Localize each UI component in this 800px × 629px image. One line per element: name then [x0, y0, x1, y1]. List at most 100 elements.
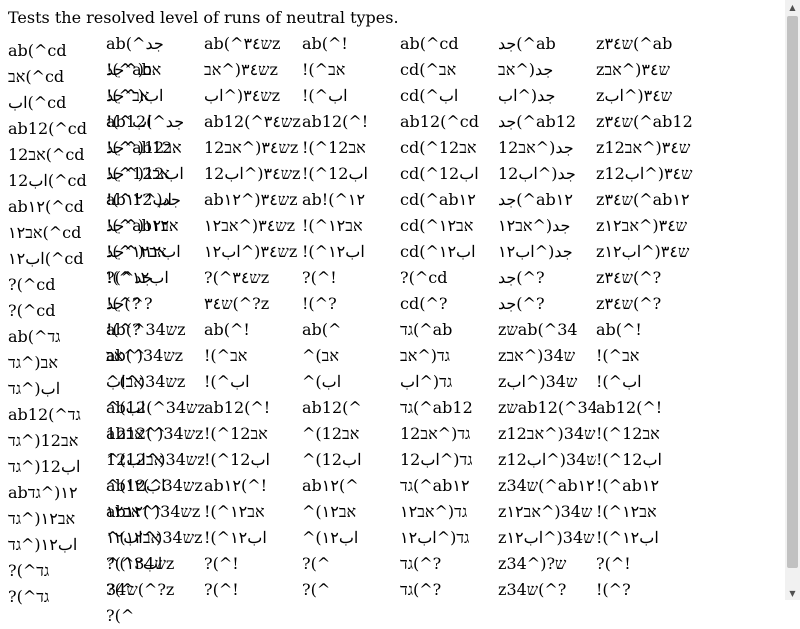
grid-cell: !(^اب — [596, 372, 642, 391]
grid-cell: cd(^اب١٢ — [400, 242, 476, 261]
grid-cell: ש34(^ابz — [106, 372, 186, 391]
grid-cell: !(^אב12 — [596, 424, 660, 443]
grid-cell: ש٣٤(^אב١٢z — [204, 216, 296, 235]
grid-cell: zש34(^اب — [498, 372, 578, 391]
grid-cell: !(^اب12 — [596, 450, 662, 469]
scroll-thumb[interactable] — [787, 16, 798, 568]
grid-cell: ש٣٤(^?z — [204, 294, 270, 313]
grid-cell: cd(^اب — [400, 86, 459, 105]
grid-cell: ab١٢(^ — [106, 502, 163, 521]
grid-cell: zש٣٤(^אב١٢ — [596, 216, 688, 235]
grid-row: ab(^جد ab(^ש٣٤z ab(^! ab(^cd جد(^ab zש٣٤(^ab!… — [106, 31, 786, 79]
grid-row: ?(^جد ?(^ש٣٤z ?(^! ?(^cd جد(^? zש٣٤(^? !(^? — [106, 265, 786, 313]
grid-cell: ab(^! — [204, 320, 250, 339]
grid-cell: ?(^ — [106, 606, 135, 625]
grid-cell: ab(^ — [106, 346, 146, 365]
grid-cell: zש34(^אב — [498, 346, 576, 365]
left-column-item: اب١٢(^cd — [8, 249, 84, 268]
grid-cell: ab12(^ש٣٤z — [204, 112, 301, 131]
left-column-item: ab(^cd — [8, 41, 67, 60]
grid-cell: cd(^אב12 — [400, 138, 477, 157]
left-column: ab(^cd אב(^cd اب(^cd ab12(^cd אב12(^cd اب12(^… — [8, 38, 106, 610]
grid-cell: ש٣٤(^אב12z — [204, 138, 299, 157]
grid-cell: zש34(^ab١٢ — [498, 476, 595, 495]
grid-cell: גד(^? — [400, 580, 442, 599]
grid-cell: ^(اب١٢ — [302, 528, 359, 547]
grid-cell: zש٣٤(^ab12 — [596, 112, 693, 131]
grid-cell: !(^اب12 — [204, 450, 270, 469]
grid-cell: abש٣٤(^١٢z — [204, 190, 298, 209]
left-column-item: ab12(^גד — [8, 405, 81, 424]
grid-cell: ^(اب12 — [106, 476, 166, 495]
grid-row: ?(^34שz ?(^! ?(^ גד(^? zש?(^34 ?(^! ?(^ — [106, 551, 786, 599]
grid-cell: ש34(^אבz — [106, 346, 184, 365]
grid-cell: zש٣٤(^اب — [596, 86, 673, 105]
left-column-item: ab12(^cd — [8, 119, 87, 138]
grid-cell: ^(اب١٢ — [106, 554, 163, 573]
grid-cell: ^(אב12 — [106, 450, 164, 469]
grid-cell: zש٣٤(^ab١٢ — [596, 190, 690, 209]
grid-cell: ab12(^! — [596, 398, 663, 417]
grid-cell: zש34(^אב12 — [498, 424, 596, 443]
grid-cell: ab12(^cd — [400, 112, 479, 131]
page-heading: Tests the resolved level of runs of neut… — [8, 8, 399, 27]
grid-cell: جد(^ab١٢ — [498, 190, 573, 209]
grid-cell: ?(^34שz — [106, 554, 175, 573]
grid-cell: ש34(^אב١٢z — [106, 502, 201, 521]
scroll-up-icon[interactable]: ▲ — [789, 2, 796, 12]
grid-cell: גד(^اب — [400, 372, 453, 391]
grid-cell: !(^ab١٢ — [106, 216, 170, 235]
grid-cell: ab(^ש٣٤z — [204, 34, 281, 53]
grid-cell: גד(^اب١٢ — [400, 528, 470, 547]
grid-row: ש34(^اب12z!(^اب12 ^(اب12 גד(^اب12 zש34(^اب1… — [106, 447, 786, 495]
grid-cell: ab١٢(^! — [204, 476, 268, 495]
left-column-item: اب12(^cd — [8, 171, 87, 190]
grid-cell: !(^אב١٢ — [302, 216, 363, 235]
grid-cell: !(^אב١٢ — [204, 502, 265, 521]
grid-cell: ab(^جد — [106, 34, 164, 53]
grid-cell: !(^? — [106, 320, 141, 339]
grid-cell: ab12(^! — [302, 112, 369, 131]
grid-row: ש34(^אב١٢z !(^אב١٢ ^(אב١٢ גד(^אב١٢ zש34(^אב١… — [106, 499, 786, 547]
grid-cell: اب١٢(^جد — [106, 242, 181, 261]
left-column-item: ?(^גד — [8, 561, 50, 580]
vertical-scrollbar[interactable]: ▲ ▼ — [785, 0, 800, 600]
grid-cell: cd(^אב — [400, 60, 457, 79]
grid-cell: ab12(^ — [302, 398, 362, 417]
grid-cell: ab12(^ — [106, 424, 166, 443]
grid-cell: אב(^جد — [106, 60, 162, 79]
grid-cell: ?(^جد — [106, 268, 153, 287]
grid-cell: ^(אב12 — [302, 424, 360, 443]
grid-cell: ab!(^١٢ — [302, 190, 366, 209]
scroll-down-icon[interactable]: ▼ — [789, 588, 796, 598]
grid-cell: ש٣٤(^אבz — [204, 60, 278, 79]
grid-cell: !(^אב12 — [106, 164, 170, 183]
grid-cell: ?(^! — [596, 554, 631, 573]
grid-cell: !(^אב12 — [302, 138, 366, 157]
left-column-item: אב١٢(^cd — [8, 223, 82, 242]
grid-cell: zש?(^34 — [498, 554, 567, 573]
grid-cell: zשab12(^34 — [498, 398, 596, 417]
left-column-item: ab١٢(^cd — [8, 197, 84, 216]
left-column-item: ?(^cd — [8, 275, 56, 294]
grid-cell: zש34(^? — [498, 580, 567, 599]
grid-cell: جد(^? — [498, 268, 545, 287]
grid-row: abجد(^١٢ abש٣٤(^١٢z ab!(^١٢ cd(^ab١٢ جد(^ab١… — [106, 187, 786, 235]
grid-cell: جد(^אב١٢ — [498, 216, 571, 235]
grid-cell: !(^אב١٢ — [106, 242, 167, 261]
test-grid: ab(^جد ab(^ש٣٤z ab(^! ab(^cd جد(^ab zש٣٤(^ab!… — [106, 31, 786, 625]
grid-cell: !(^اب — [204, 372, 250, 391]
grid-cell: ?(^! — [302, 268, 337, 287]
left-column-item: اب12(^גד — [8, 457, 81, 476]
grid-cell: ab12(^34שz — [106, 398, 204, 417]
grid-cell: ש34(^אב12z — [106, 424, 204, 443]
grid-cell: zש٣٤(^אב — [596, 60, 670, 79]
grid-row: אב(^جد ש٣٤(^אבz !(^אב cd(^אב جد(^אב zש٣٤(^אב!… — [106, 57, 786, 105]
left-column-item: ?(^cd — [8, 301, 56, 320]
grid-cell: zשab(^34 — [498, 320, 578, 339]
grid-cell: ab(^! — [302, 34, 348, 53]
grid-cell: ?(^! — [204, 580, 239, 599]
grid-row: اب12(^جد ש٣٤(^اب12z!(^اب12 cd(^اب12 جد(^اب1… — [106, 161, 786, 209]
left-column-item: ab١٢(^גד — [8, 483, 78, 502]
grid-cell: ש٣٤(^اب12z — [204, 164, 301, 183]
